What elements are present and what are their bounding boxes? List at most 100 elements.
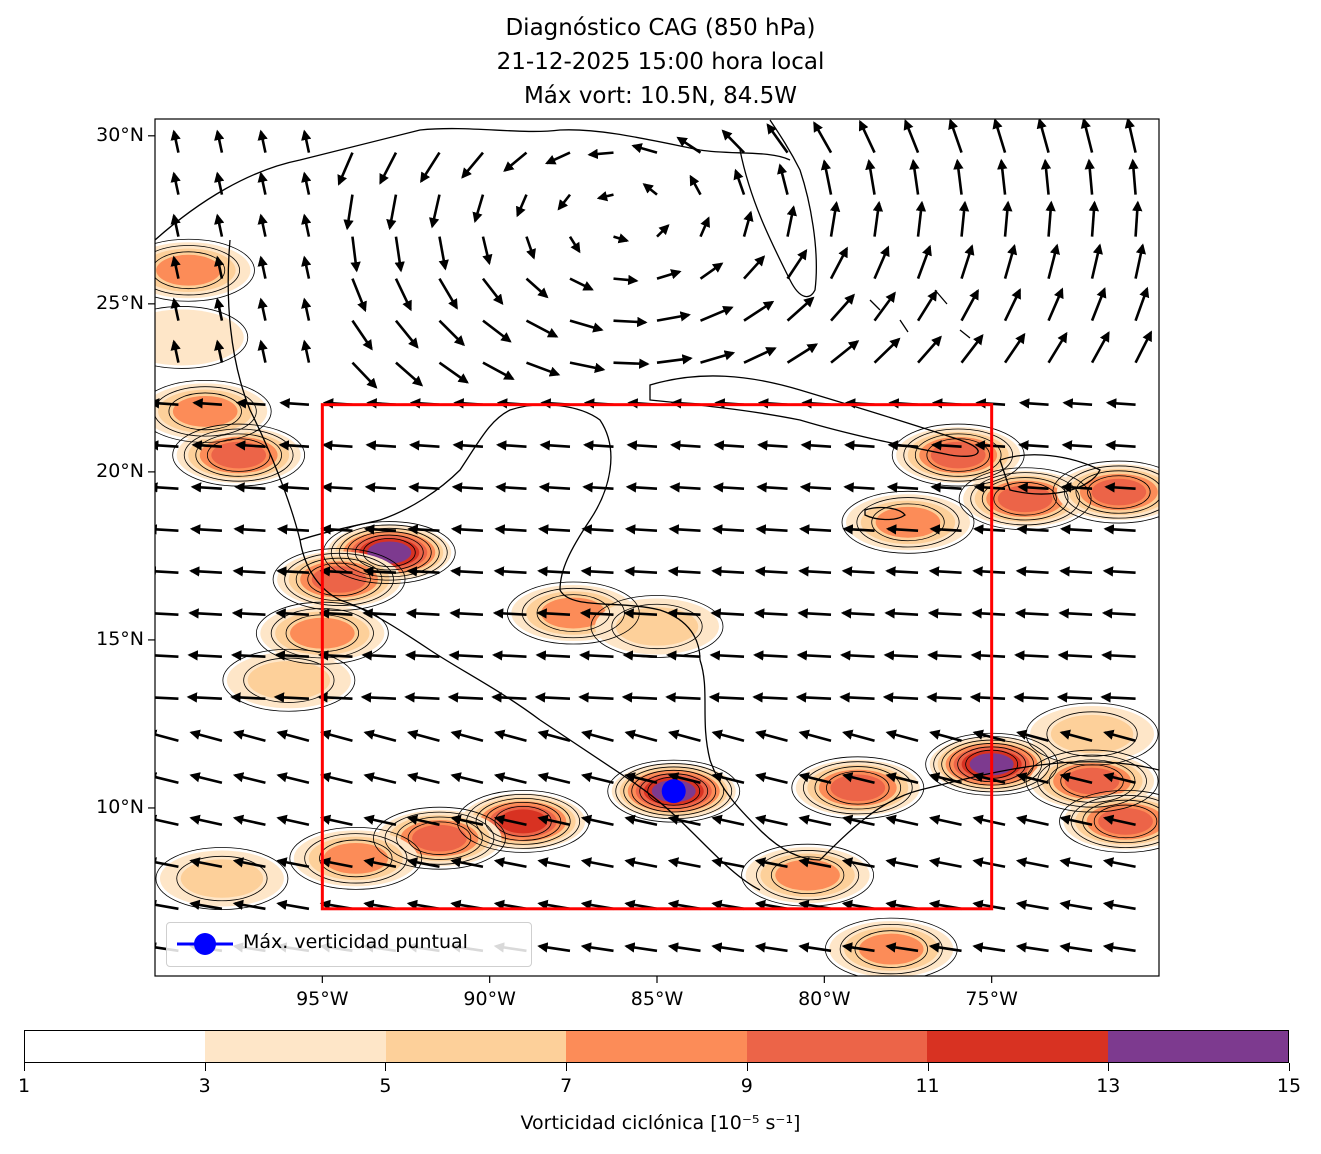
wind-vector (1013, 692, 1049, 703)
wind-vector (351, 319, 373, 351)
wind-vector (581, 524, 614, 535)
wind-vector (743, 255, 766, 280)
wind-vector (670, 440, 701, 451)
wind-vector (1016, 524, 1049, 535)
vorticity-contour (903, 428, 1014, 482)
wind-vector (516, 194, 528, 218)
wind-vector (447, 692, 484, 703)
wind-vector (786, 343, 819, 364)
analysis-region-box (320, 403, 994, 911)
wind-vector (972, 729, 1006, 743)
wind-vector (756, 482, 788, 493)
wind-vector (624, 772, 658, 785)
lon-tick-label: 90°W (463, 988, 516, 1010)
wind-vector (841, 566, 875, 577)
wind-vector (189, 899, 223, 911)
wind-vector (656, 311, 691, 322)
colorbar-tick-label: 13 (1096, 1075, 1121, 1097)
wind-vector (1016, 729, 1049, 743)
colorbar-tick (24, 1063, 25, 1071)
colorbar-segment (746, 1031, 928, 1062)
wind-vector (321, 482, 353, 493)
wind-vector (885, 524, 919, 535)
wind-vector (624, 814, 658, 827)
wind-vector (928, 857, 962, 869)
wind-vector (667, 566, 701, 577)
wind-vector (481, 236, 493, 266)
wind-vector (992, 119, 1007, 153)
legend-marker-icon (177, 933, 233, 955)
wind-vector (155, 899, 179, 911)
vorticity-cell (412, 824, 467, 852)
wind-vector (350, 236, 361, 273)
wind-vector (931, 440, 962, 451)
wind-vector (624, 729, 658, 743)
wind-vector (948, 119, 963, 154)
colorbar-tick (1108, 1063, 1110, 1071)
wind-vector (363, 772, 397, 785)
wind-vector (711, 857, 745, 869)
wind-vector (624, 524, 658, 535)
vorticity-contour (611, 603, 703, 650)
wind-vector (668, 524, 701, 535)
wind-vector (668, 729, 701, 743)
wind-vector (1018, 398, 1049, 409)
lon-tick-label: 95°W (296, 988, 349, 1010)
wind-vector (872, 200, 884, 237)
wind-vector (277, 482, 310, 493)
wind-vector (276, 899, 310, 911)
vorticity-contour (295, 557, 383, 602)
wind-vector (491, 692, 527, 703)
wind-vector (450, 729, 484, 743)
wind-vector (926, 692, 962, 703)
wind-vector (1090, 331, 1110, 364)
wind-vector (569, 319, 604, 333)
wind-vector (232, 814, 266, 827)
wind-vector (538, 482, 571, 493)
wind-vector (885, 566, 919, 577)
colorbar-tick (385, 1063, 387, 1071)
wind-vector (537, 814, 571, 827)
wind-vector (405, 650, 440, 661)
legend-label: Máx. verticidad puntual (243, 931, 468, 953)
wind-vector (669, 482, 701, 493)
vorticity-cell (1050, 714, 1134, 754)
wind-vector (365, 440, 397, 451)
wind-vector (214, 255, 225, 279)
lat-tick-label: 15°N (96, 627, 144, 650)
wind-vector (494, 524, 527, 535)
axis-ticks (148, 135, 993, 983)
vorticity-contour (155, 245, 240, 296)
wind-vector (495, 482, 527, 493)
wind-vector (797, 608, 832, 619)
wind-vector (189, 729, 223, 743)
wind-vector (903, 119, 920, 154)
wind-vector (743, 300, 775, 322)
wind-vector (885, 814, 919, 827)
wind-vector (820, 159, 833, 195)
wind-vector (234, 482, 266, 493)
wind-vector (1059, 814, 1093, 827)
wind-vector (798, 524, 832, 535)
wind-vector (971, 608, 1006, 619)
wind-vector (1036, 119, 1050, 153)
lat-tick-label: 25°N (96, 291, 144, 314)
colorbar-tick (566, 1063, 568, 1071)
wind-vector (319, 772, 353, 785)
max-vorticity-point (661, 779, 686, 804)
wind-vector (755, 729, 788, 743)
wind-vector (743, 347, 777, 364)
wind-vector (233, 524, 266, 535)
wind-vector (318, 608, 353, 619)
vorticity-cell (211, 441, 266, 469)
wind-vector (711, 772, 745, 785)
wind-vector (406, 566, 440, 577)
wind-vector (1060, 482, 1093, 493)
wind-vector (438, 236, 449, 271)
wind-vector (613, 358, 650, 369)
wind-vector (451, 482, 484, 493)
wind-vector (449, 608, 484, 619)
wind-vector (786, 205, 797, 237)
wind-vector (1100, 692, 1136, 703)
wind-vector (232, 772, 266, 785)
